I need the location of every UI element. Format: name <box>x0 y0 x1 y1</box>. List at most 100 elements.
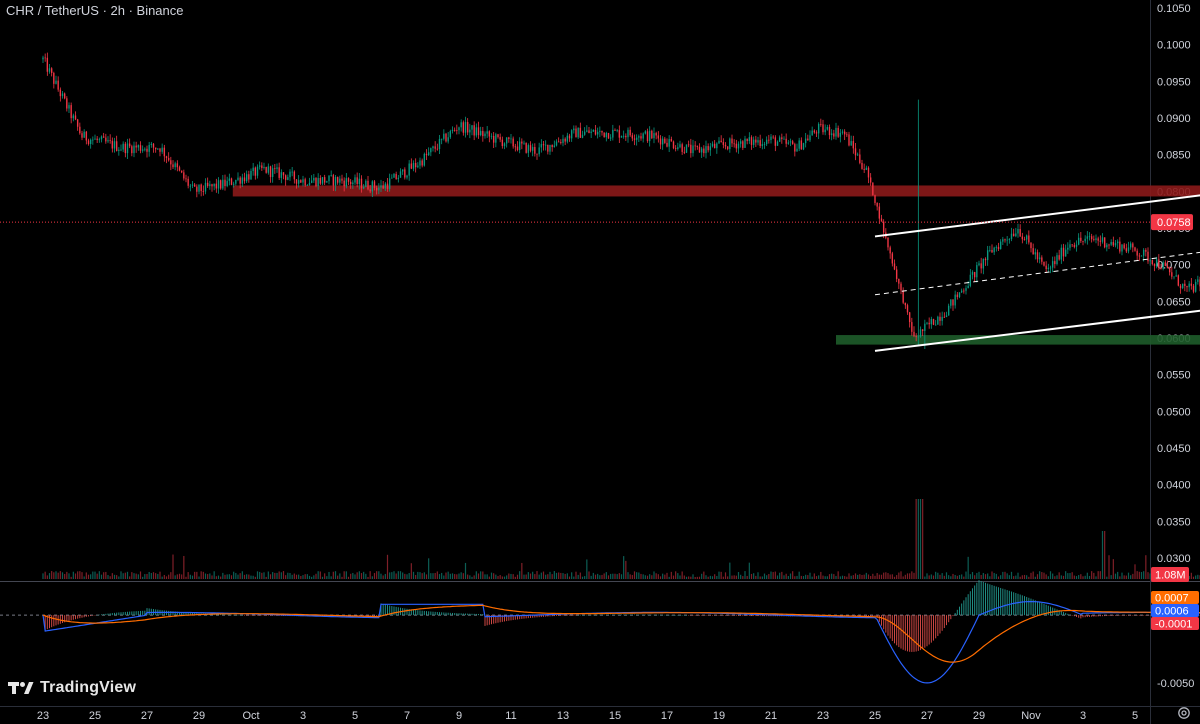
macd-hist-bar <box>449 612 451 616</box>
macd-hist-bar <box>675 614 677 616</box>
volume-bar <box>703 571 705 579</box>
candle-body <box>789 141 792 143</box>
macd-hist-bar <box>714 615 716 616</box>
candle-body <box>245 174 248 182</box>
volume-bar <box>577 574 579 579</box>
volume-bar <box>917 499 919 579</box>
candle-body <box>217 180 220 189</box>
candle-body <box>1168 268 1171 273</box>
macd-hist-bar <box>653 614 655 616</box>
candle-body <box>1179 285 1182 289</box>
macd-hist-bar <box>274 615 276 616</box>
volume-bar <box>555 572 558 579</box>
candle-body <box>425 153 428 156</box>
candle-body <box>904 302 907 306</box>
volume-bar <box>744 571 746 579</box>
volume-bar <box>898 572 900 579</box>
volume-bar <box>766 575 768 579</box>
settings-gear-icon[interactable] <box>1177 706 1191 720</box>
candle-body <box>74 115 77 120</box>
volume-bar <box>1091 571 1093 579</box>
volume-bar <box>961 574 963 579</box>
candle-body <box>434 146 436 149</box>
macd-hist-bar <box>597 614 599 616</box>
volume-bar <box>880 574 883 579</box>
candle-body <box>1062 247 1065 257</box>
volume-bar <box>1080 574 1082 579</box>
macd-hist-bar <box>1084 615 1086 618</box>
candle-body <box>564 138 566 142</box>
candle-body <box>917 336 920 338</box>
candle-body <box>200 184 202 192</box>
candle-body <box>287 177 289 180</box>
candle-body <box>861 162 863 169</box>
candle-body <box>549 144 551 152</box>
candle-body <box>471 125 473 130</box>
candle-body <box>397 177 400 180</box>
candle-body <box>375 187 378 191</box>
candle-body <box>748 137 751 142</box>
macd-hist-bar <box>770 615 772 617</box>
candle-body <box>1138 255 1141 257</box>
macd-hist-bar <box>759 615 761 617</box>
candle-body <box>659 138 662 145</box>
candle-body <box>1186 285 1188 288</box>
candle-body <box>696 145 699 147</box>
volume-bar <box>302 575 304 579</box>
chart-title[interactable]: CHR / TetherUS · 2h · Binance <box>6 3 184 18</box>
volume-bar <box>152 572 155 579</box>
macd-hist-bar <box>387 605 388 616</box>
macd-hist-bar <box>499 615 501 623</box>
candle-body <box>492 135 495 143</box>
macd-hist-bar <box>534 615 536 618</box>
candle-body <box>973 272 976 278</box>
candle-body <box>109 140 111 141</box>
macd-hist-bar <box>1099 615 1101 617</box>
volume-bar <box>859 574 861 579</box>
candle-body <box>66 98 68 109</box>
macd-hist-bar <box>1143 615 1145 616</box>
candle-body <box>815 132 818 134</box>
volume-bar <box>239 573 241 579</box>
macd-hist-bar <box>1091 615 1093 617</box>
volume-bar <box>243 574 246 579</box>
macd-hist-bar <box>367 615 369 617</box>
volume-bar <box>1028 576 1030 579</box>
volume-bar <box>1045 574 1047 579</box>
macd-hist-bar <box>127 611 128 616</box>
tradingview-logo[interactable]: TradingView <box>8 679 136 697</box>
macd-hist-bar <box>408 609 410 616</box>
candle-body <box>1028 235 1030 243</box>
volume-bar <box>896 575 898 579</box>
macd-hist-bar <box>241 615 243 616</box>
volume-bar <box>226 574 228 579</box>
volume-bar <box>586 559 588 579</box>
volume-bar <box>993 572 995 579</box>
candle-body <box>1008 239 1011 240</box>
volume-bar <box>662 573 664 579</box>
volume-bar <box>848 573 850 579</box>
candle-body <box>607 132 610 139</box>
volume-bar <box>573 576 575 579</box>
candle-body <box>499 137 501 140</box>
volume-bar <box>339 573 341 579</box>
macd-hist-bar <box>179 611 180 616</box>
volume-bar <box>863 574 865 579</box>
volume-bar <box>850 575 852 579</box>
time-axis-tick: 21 <box>765 710 777 722</box>
candle-body <box>178 167 181 171</box>
candle-body <box>1086 236 1089 239</box>
macd-hist-bar <box>900 615 902 649</box>
volume-bar <box>55 571 57 579</box>
macd-hist-bar <box>566 615 568 616</box>
candle-body <box>703 148 705 154</box>
macd-hist-bar <box>644 614 646 616</box>
volume-bar <box>1145 555 1147 579</box>
candle-body <box>833 133 835 137</box>
candle-body <box>668 139 670 147</box>
volume-bar <box>527 572 529 579</box>
volume-bar <box>285 575 287 579</box>
candle-body <box>525 142 527 153</box>
volume-bar <box>601 574 603 579</box>
